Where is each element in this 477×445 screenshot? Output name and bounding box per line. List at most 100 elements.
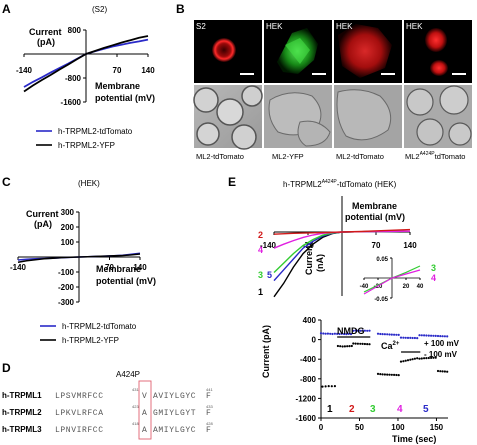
phase-number-3: 3 — [370, 404, 376, 415]
inset-y-tick-label: -0.05 — [374, 297, 388, 303]
time-point — [331, 332, 334, 336]
time-point — [356, 329, 359, 332]
time-y-tick-label: 400 — [303, 316, 317, 325]
inset-x-tick-label: 40 — [417, 284, 424, 290]
c-x-tick-label: 140 — [133, 263, 147, 272]
time-point — [363, 329, 366, 332]
c-series-1 — [17, 253, 141, 264]
time-point — [352, 329, 355, 332]
time-point — [379, 373, 382, 376]
panel-e-ylabel-2: (nA) — [315, 254, 325, 272]
time-y-tick-label: 0 — [312, 336, 317, 345]
time-point — [333, 332, 336, 335]
time-point — [386, 373, 389, 376]
panel-c-xlabel-1: Membrane — [96, 264, 141, 274]
panel-c-condition: (HEK) — [78, 179, 100, 188]
time-point — [393, 333, 396, 336]
seq-name: h-TRPML1 — [2, 391, 42, 400]
bf-cell — [196, 122, 220, 146]
time-point — [388, 333, 391, 336]
time-point — [430, 356, 433, 359]
time-x-tick-label: 50 — [355, 423, 364, 432]
panel-a-xlabel-2: potential (mV) — [95, 93, 155, 103]
seq-position: 418 — [132, 421, 139, 426]
inset-y-tick-label: 0.05 — [376, 257, 388, 263]
time-point — [338, 332, 341, 336]
time-point — [436, 334, 440, 338]
bf-cell — [439, 85, 469, 115]
trace-number-3: 3 — [258, 270, 263, 280]
time-point — [341, 345, 344, 348]
time-point — [411, 358, 414, 361]
time-point — [441, 335, 444, 338]
time-point — [446, 370, 449, 373]
time-point — [383, 373, 386, 376]
scale-bar — [240, 73, 254, 75]
panel-a-condition: (S2) — [92, 5, 107, 14]
time-point — [432, 334, 435, 337]
hek-red-cell — [338, 24, 392, 78]
time-point — [348, 345, 351, 348]
time-point — [430, 334, 433, 337]
time-point — [443, 370, 446, 373]
phase-number-2: 2 — [349, 404, 355, 415]
mutation-highlight-box — [138, 380, 152, 440]
time-point — [339, 345, 342, 348]
time-point — [439, 335, 442, 338]
a-y-tick-label: 800 — [68, 26, 82, 35]
phase-number-4: 4 — [397, 404, 403, 415]
legend-plus-100mv: + 100 mV — [424, 339, 460, 348]
time-x-tick-label: 150 — [430, 423, 444, 432]
bf-cell — [406, 88, 434, 116]
inset-x-tick-label: -20 — [374, 284, 383, 290]
mutation-label: A424P — [116, 370, 140, 379]
time-point — [420, 357, 423, 360]
time-point — [347, 332, 350, 335]
c-y-tick-label: -300 — [58, 298, 75, 307]
bar-label-ca: Ca2+ — [381, 341, 400, 351]
time-point — [368, 329, 371, 332]
time-point — [413, 336, 416, 340]
panel-c-ylabel-2: (pA) — [34, 219, 52, 229]
time-point — [324, 385, 327, 388]
seq-name: h-TRPML2 — [2, 408, 42, 417]
trace-number-5: 5 — [267, 270, 272, 280]
caption-ml2-a424p: ML2A424PtdTomato — [405, 151, 465, 161]
panel-a-ylabel-1: Current — [29, 27, 62, 37]
time-point — [352, 342, 355, 345]
legend-minus-100mv: - 100 mV — [424, 350, 458, 359]
e-x-tick-label: -140 — [260, 241, 277, 250]
panel-e-ylabel-1: Current — [304, 242, 314, 275]
scale-bar — [381, 73, 395, 75]
panel-a-plot: 800 -800 -1600 -140 70 140 — [16, 26, 155, 107]
seq-post: GMIYLGYT — [153, 409, 196, 418]
time-point — [409, 358, 412, 361]
c-y-tick-label: -200 — [58, 283, 75, 292]
trace-number-2: 2 — [258, 230, 263, 240]
inset-x-tick-label: -40 — [360, 284, 369, 290]
time-point — [354, 342, 357, 345]
c-y-tick-label: -100 — [58, 268, 75, 277]
time-point — [386, 333, 389, 336]
time-point — [420, 334, 423, 337]
time-point — [409, 336, 412, 339]
time-point — [423, 334, 426, 337]
scale-bar — [312, 73, 326, 75]
time-y-tick-label: -800 — [300, 375, 317, 384]
time-point — [359, 342, 362, 345]
time-point — [354, 329, 357, 332]
seq-name: h-TRPML3 — [2, 425, 42, 434]
panel-e-iv-plot: -140 -70 70 140 — [260, 196, 417, 298]
time-point — [395, 373, 398, 377]
c-x-tick-label: -140 — [10, 263, 27, 272]
seq-end-residue: F — [206, 409, 211, 418]
time-point — [399, 336, 403, 339]
inset-number-3: 3 — [431, 263, 436, 273]
time-point — [379, 332, 382, 336]
time-point — [368, 343, 371, 346]
bf-cell — [336, 89, 392, 141]
time-point — [326, 332, 329, 335]
time-point — [361, 342, 364, 345]
time-point — [416, 357, 419, 360]
